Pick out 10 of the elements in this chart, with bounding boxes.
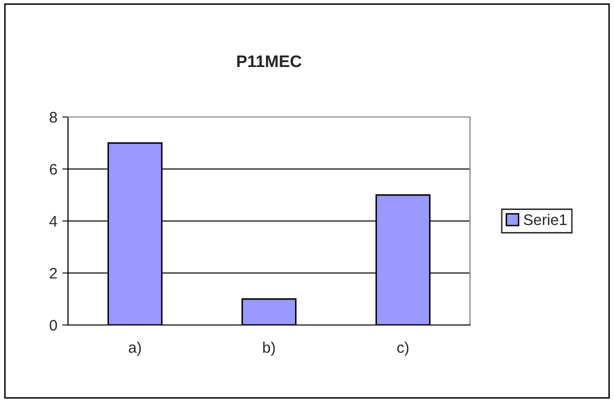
y-tick-label: 4 [49,216,58,227]
y-tick-label: 2 [50,268,57,279]
x-tick-label: c) [397,342,408,356]
y-tick-label: 0 [50,320,57,331]
x-tick-label: a) [128,342,141,356]
y-tick-label: 8 [50,112,57,123]
x-tick-label: b) [263,342,275,356]
y-tick-label: 6 [50,164,57,175]
chart-title: P11MEC [237,55,302,68]
legend-label: Serie1 [524,214,567,226]
